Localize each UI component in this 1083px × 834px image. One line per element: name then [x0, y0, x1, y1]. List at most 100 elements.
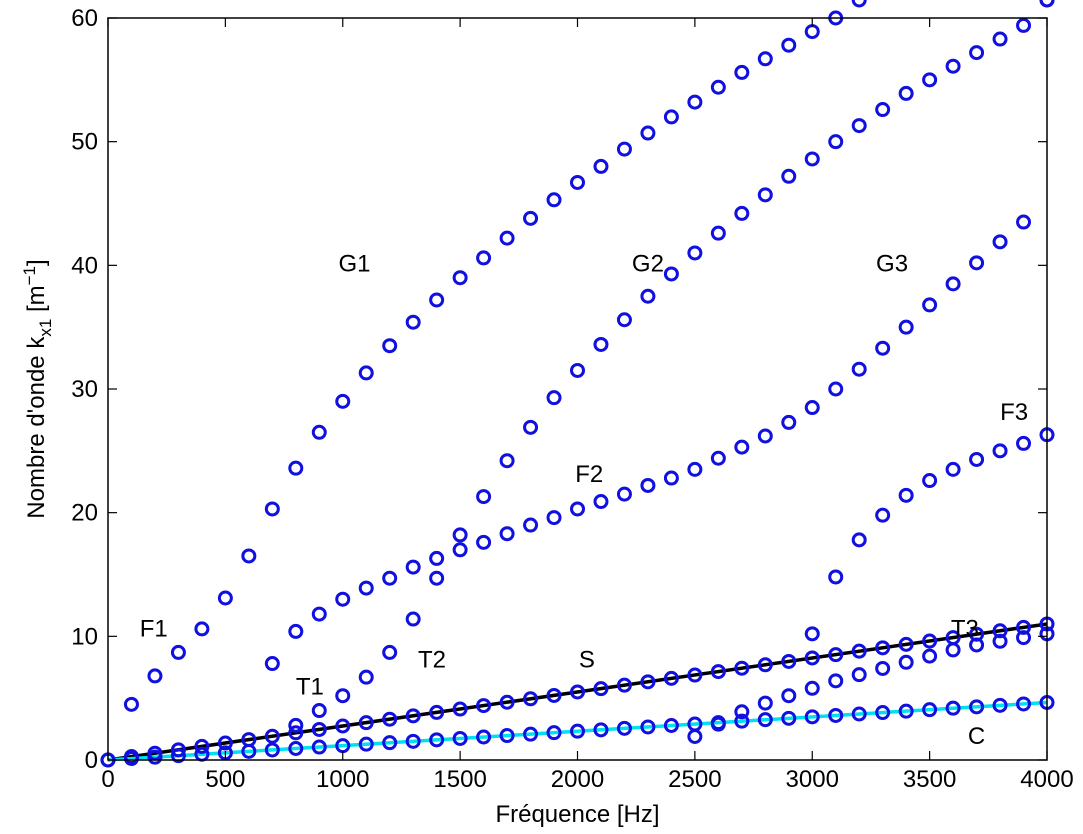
data-point: [335, 591, 351, 607]
data-point: [452, 527, 468, 543]
data-point: [476, 489, 492, 505]
data-point: [898, 319, 914, 335]
data-point: [851, 0, 867, 8]
data-point: [663, 717, 679, 733]
data-point: [687, 667, 703, 683]
data-point: [382, 570, 398, 586]
data-point: [922, 702, 938, 718]
data-point: [969, 699, 985, 715]
data-point: [523, 210, 539, 226]
annotations: G1 G2 G3 F1 F2 F3 T1 T2 T3 S C: [140, 251, 1028, 750]
data-point: [945, 642, 961, 658]
data-point: [382, 644, 398, 660]
data-point: [593, 494, 609, 510]
data-point: [922, 648, 938, 664]
data-point: [429, 550, 445, 566]
data-point: [523, 517, 539, 533]
data-point: [922, 297, 938, 313]
data-point: [945, 58, 961, 74]
data-point: [945, 276, 961, 292]
line-c: [107, 700, 1048, 762]
data-point: [311, 606, 327, 622]
y-tick-label: 20: [71, 500, 98, 527]
data-point: [593, 158, 609, 174]
data-point: [734, 660, 750, 676]
data-point: [288, 717, 304, 733]
data-point: [851, 532, 867, 548]
plot-area: [100, 0, 1055, 768]
x-tick-label: 1500: [433, 766, 486, 793]
data-point: [922, 72, 938, 88]
data-point: [757, 428, 773, 444]
annotation-t2: T2: [418, 646, 446, 673]
data-point: [405, 559, 421, 575]
data-point: [804, 400, 820, 416]
scatter-series-4: [264, 0, 1055, 672]
data-point: [616, 677, 632, 693]
data-point: [546, 687, 562, 703]
x-tick-label: 3500: [903, 766, 956, 793]
data-point: [851, 361, 867, 377]
scatter-series-6: [687, 626, 1055, 745]
data-point: [663, 266, 679, 282]
x-tick-label: 0: [101, 766, 114, 793]
data-point: [757, 657, 773, 673]
data-point: [264, 742, 280, 758]
data-point: [992, 234, 1008, 250]
data-point: [593, 336, 609, 352]
data-point: [593, 681, 609, 697]
data-point: [710, 716, 726, 732]
data-point: [804, 151, 820, 167]
data-point: [499, 526, 515, 542]
y-tick-label: 60: [71, 5, 98, 32]
data-point: [405, 733, 421, 749]
scatter-series-5: [288, 0, 1055, 733]
data-point: [663, 109, 679, 125]
data-point: [194, 738, 210, 754]
data-point: [851, 118, 867, 134]
data-point: [734, 64, 750, 80]
data-point: [1016, 214, 1032, 230]
data-point: [429, 732, 445, 748]
data-point: [922, 633, 938, 649]
data-point: [311, 424, 327, 440]
annotation-f2: F2: [575, 461, 603, 488]
data-point: [828, 569, 844, 585]
data-point: [311, 721, 327, 737]
data-point: [875, 640, 891, 656]
data-point: [523, 726, 539, 742]
data-point: [382, 711, 398, 727]
data-point: [217, 590, 233, 606]
data-point: [945, 700, 961, 716]
data-point: [640, 674, 656, 690]
data-point: [546, 510, 562, 526]
ticks: 0 500 1000 1500 2000 2500 3000 3500 4000 0 10 20 30 4…: [71, 5, 1073, 793]
y-axis-label-subscript: x1: [36, 319, 55, 337]
data-point: [358, 669, 374, 685]
data-point: [452, 270, 468, 286]
data-point: [734, 205, 750, 221]
data-point: [194, 621, 210, 637]
data-point: [311, 703, 327, 719]
data-point: [663, 670, 679, 686]
data-point: [710, 79, 726, 95]
data-point: [875, 102, 891, 118]
data-point: [405, 611, 421, 627]
data-point: [546, 725, 562, 741]
data-point: [992, 31, 1008, 47]
data-point: [851, 667, 867, 683]
data-point: [405, 708, 421, 724]
data-point: [311, 739, 327, 755]
annotation-g2: G2: [632, 251, 664, 278]
data-point: [476, 250, 492, 266]
data-point: [898, 654, 914, 670]
data-point: [147, 749, 163, 765]
data-point: [123, 696, 139, 712]
data-point: [429, 292, 445, 308]
data-point: [147, 668, 163, 684]
data-point: [804, 680, 820, 696]
data-point: [476, 698, 492, 714]
data-point: [429, 570, 445, 586]
data-point: [687, 461, 703, 477]
